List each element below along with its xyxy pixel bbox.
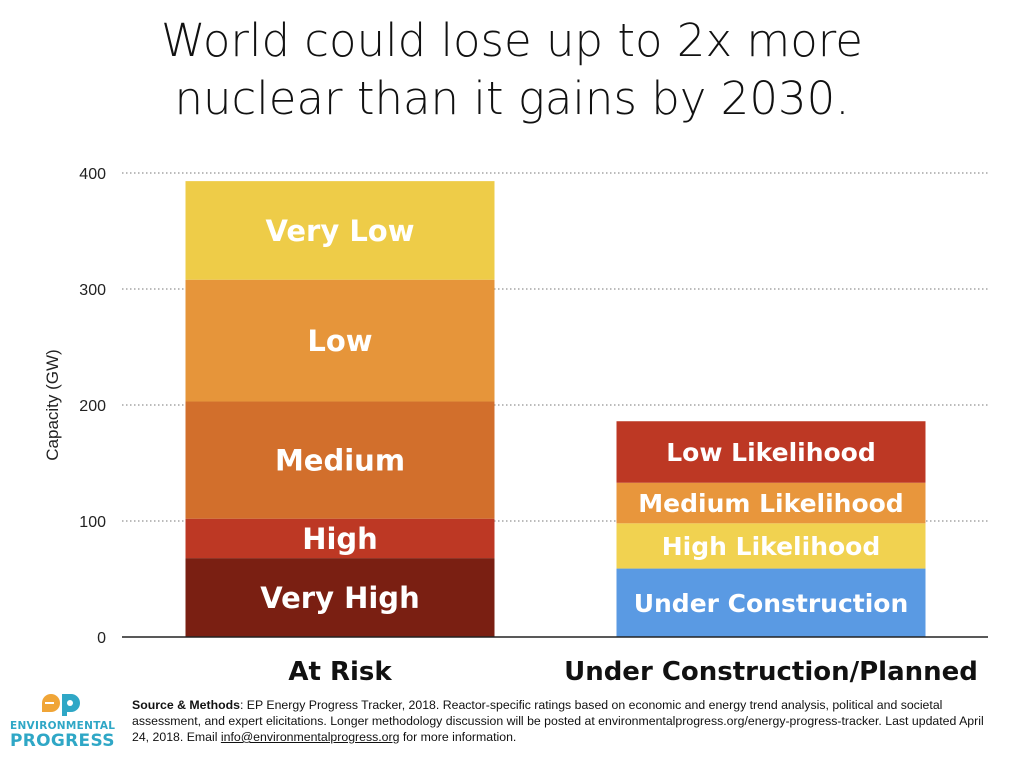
bar-segment-very-high xyxy=(185,558,495,637)
logo-text-environmental: ENVIRONMENTAL xyxy=(10,720,116,732)
email-link[interactable]: info@environmentalprogress.org xyxy=(220,730,400,744)
stacked-bar-chart: 0 100 200 300 400 Capacity (GW) Very High High M… xyxy=(43,166,988,687)
bar-segment-low-likelihood xyxy=(616,421,926,483)
y-axis-label: Capacity (GW) xyxy=(43,349,62,460)
environmental-progress-logo: ENVIRONMENTAL PROGRESS xyxy=(10,690,116,752)
y-tick-label: 300 xyxy=(79,282,106,299)
y-tick-label: 200 xyxy=(79,398,106,415)
bar-segment-medium xyxy=(185,401,495,519)
chart-title-line-2: nuclear than it gains by 2030. xyxy=(174,72,850,125)
bar-segment-label: Low Likelihood xyxy=(666,438,876,467)
bar-segment-label: High xyxy=(302,522,378,556)
bar-segment-high-likelihood xyxy=(616,523,926,569)
x-category-label: Under Construction/Planned xyxy=(564,657,978,687)
bar-segment-label: Low xyxy=(307,324,372,358)
y-tick-label: 100 xyxy=(79,514,106,531)
chart-title-line-1: World could lose up to 2x more xyxy=(161,14,863,67)
bar-segment-label: Medium Likelihood xyxy=(638,489,903,518)
bar-segment-under-construction xyxy=(616,568,926,637)
bar-segment-label: Very Low xyxy=(265,214,414,248)
source-label: Source & Methods xyxy=(132,698,240,712)
bar-segment-label: High Likelihood xyxy=(662,532,880,561)
source-text: : EP Energy Progress Tracker, 2018. Reac… xyxy=(132,698,984,744)
bar-segment-medium-likelihood xyxy=(616,482,926,524)
source-tail: for more information. xyxy=(399,730,517,744)
chart-title: World could lose up to 2x more nuclear t… xyxy=(0,12,1024,128)
logo-text-progress: PROGRESS xyxy=(10,731,115,751)
y-tick-label: 400 xyxy=(79,166,106,183)
bar-segment-label: Under Construction xyxy=(634,589,909,618)
ep-logo-icon xyxy=(42,694,80,716)
bar-segment-very-low xyxy=(185,181,495,280)
bar-segment-high xyxy=(185,518,495,559)
bar-segment-low xyxy=(185,279,495,402)
bar-segment-label: Medium xyxy=(275,444,405,478)
x-category-label: At Risk xyxy=(288,657,392,687)
bar-segment-label: Very High xyxy=(260,581,419,615)
y-tick-label: 0 xyxy=(97,630,106,647)
source-methods-note: Source & Methods: EP Energy Progress Tra… xyxy=(132,697,1002,745)
